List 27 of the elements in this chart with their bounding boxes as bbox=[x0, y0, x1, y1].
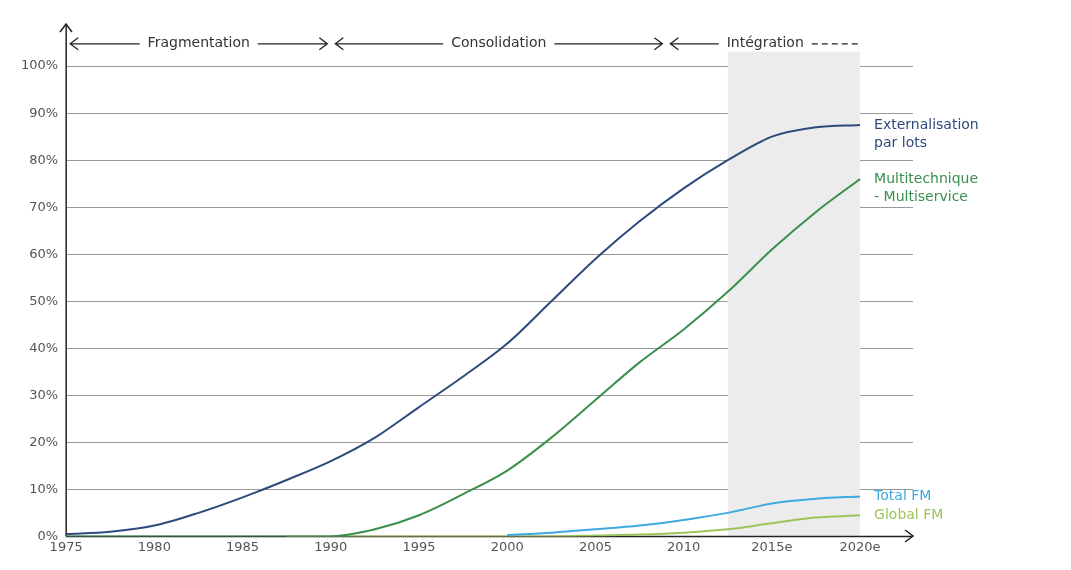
line-series bbox=[506, 495, 862, 536]
series-label: Total FM bbox=[873, 487, 932, 504]
series-label: Multitechnique - Multiservice bbox=[874, 169, 979, 204]
x-tick-label: 1990 bbox=[314, 538, 348, 554]
x-tick-label: 2005 bbox=[578, 538, 612, 554]
y-tick-label: 90% bbox=[29, 104, 59, 120]
series-label: Externalisation par lots bbox=[874, 115, 979, 150]
annotation: Fragmentation bbox=[147, 34, 250, 51]
y-tick-label: 80% bbox=[29, 151, 59, 167]
annotation: Intégration bbox=[726, 34, 804, 51]
x-tick-label: 1980 bbox=[137, 538, 171, 554]
y-tick-label: 50% bbox=[29, 292, 59, 308]
y-tick-label: 10% bbox=[29, 480, 59, 496]
x-tick-label: 1995 bbox=[402, 538, 436, 554]
x-tick-label: 1985 bbox=[226, 538, 260, 554]
y-tick-label: 40% bbox=[29, 339, 59, 355]
x-tick-label: 2015e bbox=[751, 538, 793, 554]
series-label: Global FM bbox=[874, 505, 944, 522]
annotation: Consolidation bbox=[451, 34, 547, 51]
x-tick-label: 2010 bbox=[667, 538, 701, 554]
y-tick-label: 30% bbox=[29, 386, 59, 402]
x-tick-label: 2000 bbox=[490, 538, 524, 554]
y-tick-label: 100% bbox=[20, 57, 59, 73]
x-tick-label: 2020e bbox=[839, 538, 881, 554]
y-tick-label: 60% bbox=[29, 245, 59, 261]
y-tick-label: 20% bbox=[29, 433, 59, 449]
y-tick-label: 70% bbox=[29, 198, 59, 214]
